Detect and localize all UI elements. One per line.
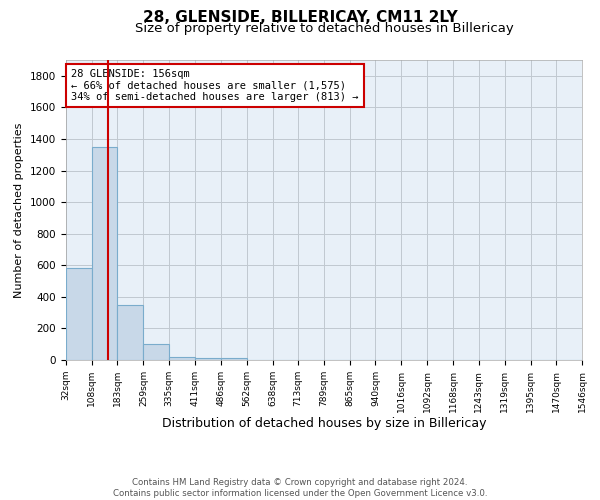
X-axis label: Distribution of detached houses by size in Billericay: Distribution of detached houses by size … (162, 418, 486, 430)
Bar (143, 344, 169, 360)
Bar (66, 268, 92, 360)
Title: Size of property relative to detached houses in Billericay: Size of property relative to detached ho… (134, 22, 514, 35)
Text: Contains HM Land Registry data © Crown copyright and database right 2024.
Contai: Contains HM Land Registry data © Crown c… (113, 478, 487, 498)
Y-axis label: Number of detached properties: Number of detached properties (14, 122, 25, 298)
Text: 28, GLENSIDE, BILLERICAY, CM11 2LY: 28, GLENSIDE, BILLERICAY, CM11 2LY (143, 10, 457, 25)
Bar (118, 304, 143, 360)
Text: 28 GLENSIDE: 156sqm
← 66% of detached houses are smaller (1,575)
34% of semi-det: 28 GLENSIDE: 156sqm ← 66% of detached ho… (71, 69, 359, 102)
Bar (92, 147, 118, 360)
Bar (221, 358, 247, 360)
Bar (195, 358, 221, 360)
Bar (169, 357, 195, 360)
